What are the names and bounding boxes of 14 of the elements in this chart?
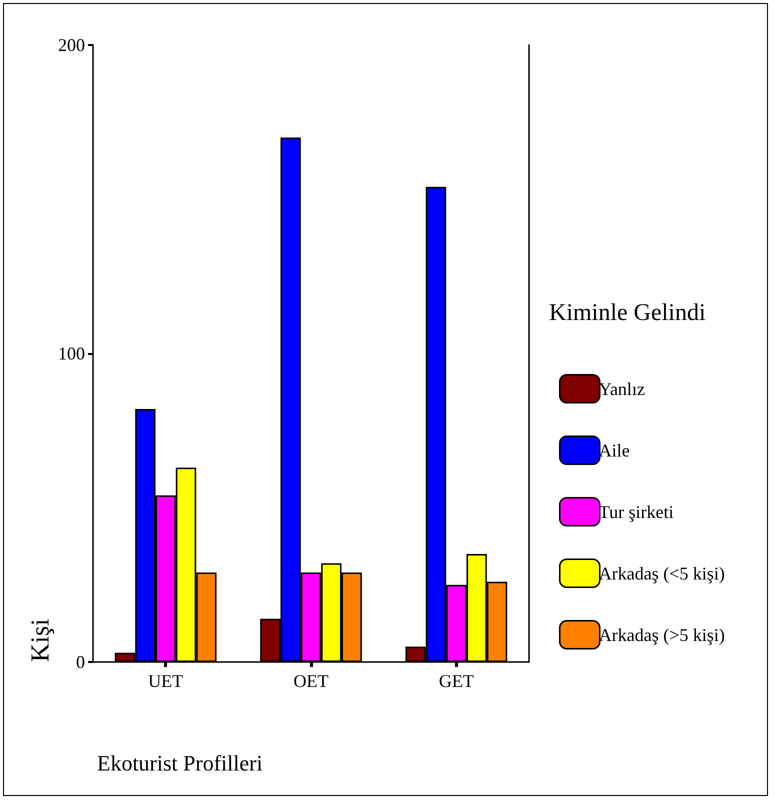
x-tick-label: OET xyxy=(294,671,328,691)
x-axis-title: Ekoturist Profilleri xyxy=(97,750,263,776)
y-tick-label: 0 xyxy=(76,652,85,672)
y-axis-title: Kişi xyxy=(26,618,54,662)
legend-title: Kiminle Gelindi xyxy=(549,300,706,326)
legend-label: Yanlız xyxy=(598,378,645,399)
x-tick-label: GET xyxy=(438,671,474,691)
y-tick-label: 200 xyxy=(58,35,85,55)
legend-label: Arkadaş (<5 kişi) xyxy=(598,563,725,584)
legend-label: Aile xyxy=(598,440,630,460)
y-tick-label: 100 xyxy=(58,344,85,364)
legend-label: Arkadaş (>5 kişi) xyxy=(598,624,725,645)
legend-label: Tur şirketi xyxy=(598,502,674,522)
x-tick-label: UET xyxy=(148,671,184,691)
